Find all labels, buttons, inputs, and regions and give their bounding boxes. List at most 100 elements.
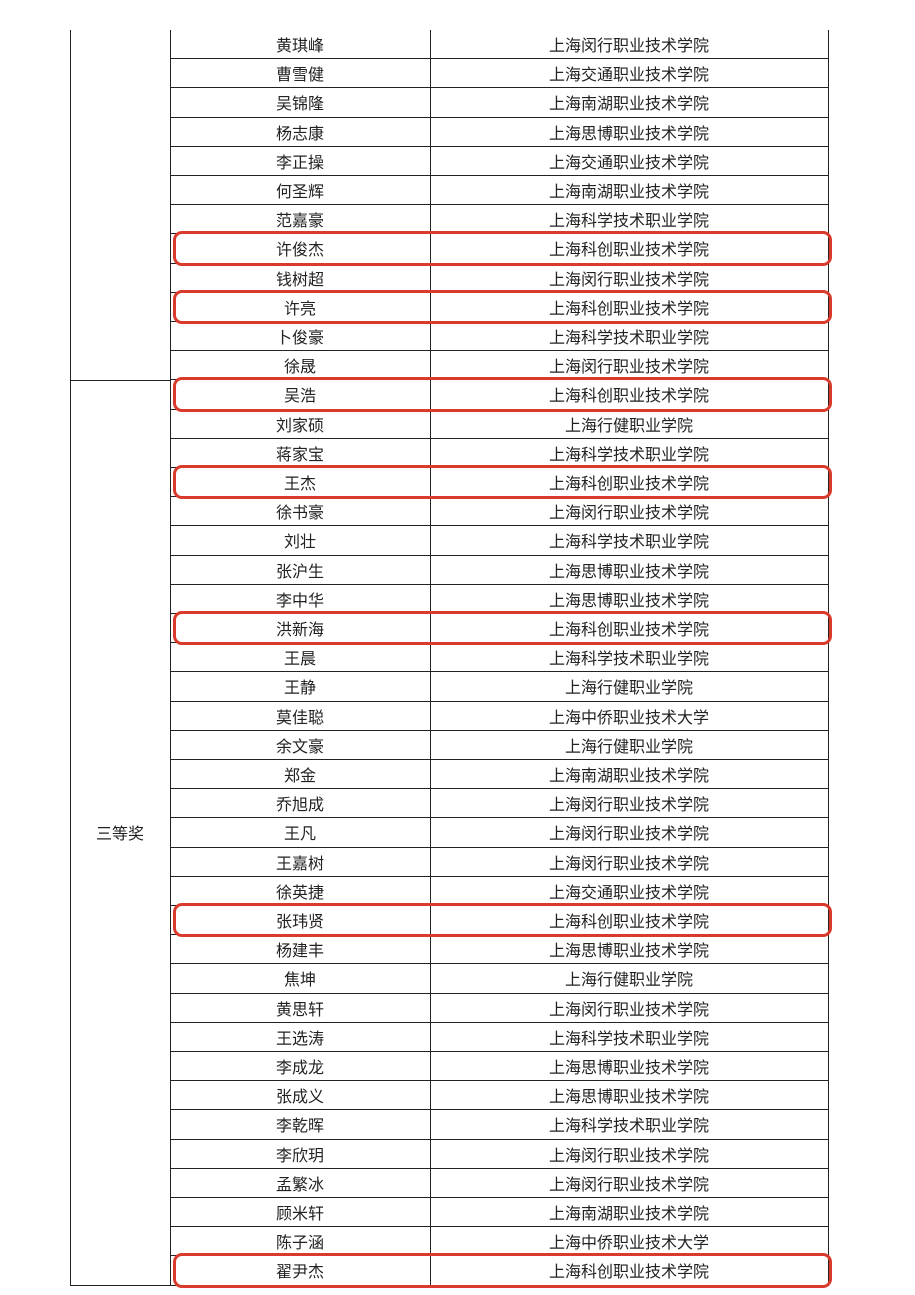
table-row: 徐晟 上海闵行职业技术学院 — [170, 351, 828, 381]
school-name: 上海科学技术职业学院 — [548, 1028, 709, 1048]
school-name: 上海科创职业技术学院 — [548, 474, 709, 494]
school-name: 上海思博职业技术学院 — [548, 941, 709, 961]
table-row: 杨志康 上海思博职业技术学院 — [170, 118, 828, 147]
student-name: 乔旭成 — [275, 795, 324, 815]
student-name: 李乾晖 — [275, 1116, 324, 1136]
school-name: 上海科学技术职业学院 — [548, 444, 709, 464]
student-name: 徐晟 — [283, 357, 316, 377]
school-name: 上海科学技术职业学院 — [548, 1116, 709, 1136]
school-name: 上海科创职业技术学院 — [548, 386, 709, 406]
table-row: 王嘉树 上海闵行职业技术学院 — [170, 848, 828, 877]
table-border-award-col — [170, 30, 171, 1286]
student-name: 王静 — [283, 678, 316, 698]
award-section-divider — [70, 380, 170, 381]
table-row: 杨建丰 上海思博职业技术学院 — [170, 935, 828, 965]
student-name: 孟繁冰 — [275, 1174, 324, 1194]
student-name: 黄琪峰 — [275, 36, 324, 56]
table-row: 许亮 上海科创职业技术学院 — [170, 293, 828, 322]
student-name: 范嘉豪 — [275, 211, 324, 231]
student-name: 王选涛 — [275, 1028, 324, 1048]
school-name: 上海交通职业技术学院 — [548, 882, 709, 902]
school-name: 上海闵行职业技术学院 — [548, 503, 709, 523]
school-name: 上海南湖职业技术学院 — [548, 94, 709, 114]
school-name: 上海南湖职业技术学院 — [548, 1204, 709, 1224]
student-name: 徐英捷 — [275, 882, 324, 902]
table-row: 郑金 上海南湖职业技术学院 — [170, 760, 828, 790]
school-name: 上海闵行职业技术学院 — [548, 999, 709, 1019]
student-name: 李欣玥 — [275, 1145, 324, 1165]
table-row: 张成义 上海思博职业技术学院 — [170, 1081, 828, 1111]
student-name: 余文豪 — [275, 736, 324, 756]
table-row: 李正操 上海交通职业技术学院 — [170, 147, 828, 176]
student-name: 陈子涵 — [275, 1233, 324, 1253]
table-row: 张沪生 上海思博职业技术学院 — [170, 556, 828, 585]
school-name: 上海科学技术职业学院 — [548, 328, 709, 348]
student-name: 蒋家宝 — [275, 444, 324, 464]
school-name: 上海交通职业技术学院 — [548, 65, 709, 85]
student-name: 杨建丰 — [275, 941, 324, 961]
student-name: 曹雪健 — [275, 65, 324, 85]
table-row: 徐英捷 上海交通职业技术学院 — [170, 877, 828, 906]
student-name: 许亮 — [283, 298, 316, 318]
school-name: 上海思博职业技术学院 — [548, 123, 709, 143]
table-border-right — [828, 30, 829, 1286]
student-name: 王杰 — [283, 474, 316, 494]
school-name: 上海闵行职业技术学院 — [548, 1145, 709, 1165]
school-name: 上海中侨职业技术大学 — [548, 707, 709, 727]
student-name: 吴浩 — [283, 386, 316, 406]
school-name: 上海行健职业学院 — [564, 678, 693, 698]
table-row: 徐书豪 上海闵行职业技术学院 — [170, 497, 828, 527]
table-row: 王选涛 上海科学技术职业学院 — [170, 1023, 828, 1052]
student-name: 张沪生 — [275, 561, 324, 581]
table-row: 焦坤 上海行健职业学院 — [170, 964, 828, 994]
school-name: 上海闵行职业技术学院 — [548, 357, 709, 377]
school-name: 上海闵行职业技术学院 — [548, 824, 709, 844]
table-row: 何圣辉 上海南湖职业技术学院 — [170, 176, 828, 206]
student-name: 洪新海 — [275, 620, 324, 640]
student-name: 杨志康 — [275, 123, 324, 143]
school-name: 上海行健职业学院 — [564, 736, 693, 756]
table-row: 乔旭成 上海闵行职业技术学院 — [170, 789, 828, 819]
student-name: 吴锦隆 — [275, 94, 324, 114]
table-row: 蒋家宝 上海科学技术职业学院 — [170, 439, 828, 468]
student-name: 王嘉树 — [275, 853, 324, 873]
school-name: 上海科学技术职业学院 — [548, 532, 709, 552]
student-name: 王晨 — [283, 649, 316, 669]
student-name: 徐书豪 — [275, 503, 324, 523]
school-name: 上海南湖职业技术学院 — [548, 182, 709, 202]
table-row: 顾米轩 上海南湖职业技术学院 — [170, 1198, 828, 1228]
school-name: 上海行健职业学院 — [564, 970, 693, 990]
student-name: 李中华 — [275, 590, 324, 610]
student-name: 张玮贤 — [275, 912, 324, 932]
school-name: 上海闵行职业技术学院 — [548, 795, 709, 815]
student-name: 李成龙 — [275, 1058, 324, 1078]
school-name: 上海闵行职业技术学院 — [548, 269, 709, 289]
student-name: 刘家硕 — [275, 415, 324, 435]
table-row: 王凡 上海闵行职业技术学院 — [170, 818, 828, 848]
table-row: 洪新海 上海科创职业技术学院 — [170, 614, 828, 644]
school-name: 上海南湖职业技术学院 — [548, 766, 709, 786]
student-name: 顾米轩 — [275, 1204, 324, 1224]
school-name: 上海思博职业技术学院 — [548, 1058, 709, 1078]
table-row: 李欣玥 上海闵行职业技术学院 — [170, 1140, 828, 1169]
table-row: 王晨 上海科学技术职业学院 — [170, 643, 828, 673]
table-row: 刘家硕 上海行健职业学院 — [170, 410, 828, 439]
school-name: 上海科创职业技术学院 — [548, 240, 709, 260]
school-name: 上海科创职业技术学院 — [548, 620, 709, 640]
table-row: 张玮贤 上海科创职业技术学院 — [170, 906, 828, 936]
table-row: 李成龙 上海思博职业技术学院 — [170, 1052, 828, 1082]
table-row: 黄琪峰 上海闵行职业技术学院 — [170, 30, 828, 60]
school-name: 上海科创职业技术学院 — [548, 912, 709, 932]
school-name: 上海行健职业学院 — [564, 415, 693, 435]
school-name: 上海科创职业技术学院 — [548, 1262, 709, 1282]
school-name: 上海思博职业技术学院 — [548, 1087, 709, 1107]
student-name: 莫佳聪 — [275, 707, 324, 727]
table-row: 王静 上海行健职业学院 — [170, 672, 828, 702]
school-name: 上海闵行职业技术学院 — [548, 36, 709, 56]
student-name: 许俊杰 — [275, 240, 324, 260]
student-name: 钱树超 — [275, 269, 324, 289]
student-name: 黄思轩 — [275, 999, 324, 1019]
table-row: 王杰 上海科创职业技术学院 — [170, 468, 828, 498]
table-row: 卜俊豪 上海科学技术职业学院 — [170, 322, 828, 352]
table-row: 李中华 上海思博职业技术学院 — [170, 585, 828, 614]
